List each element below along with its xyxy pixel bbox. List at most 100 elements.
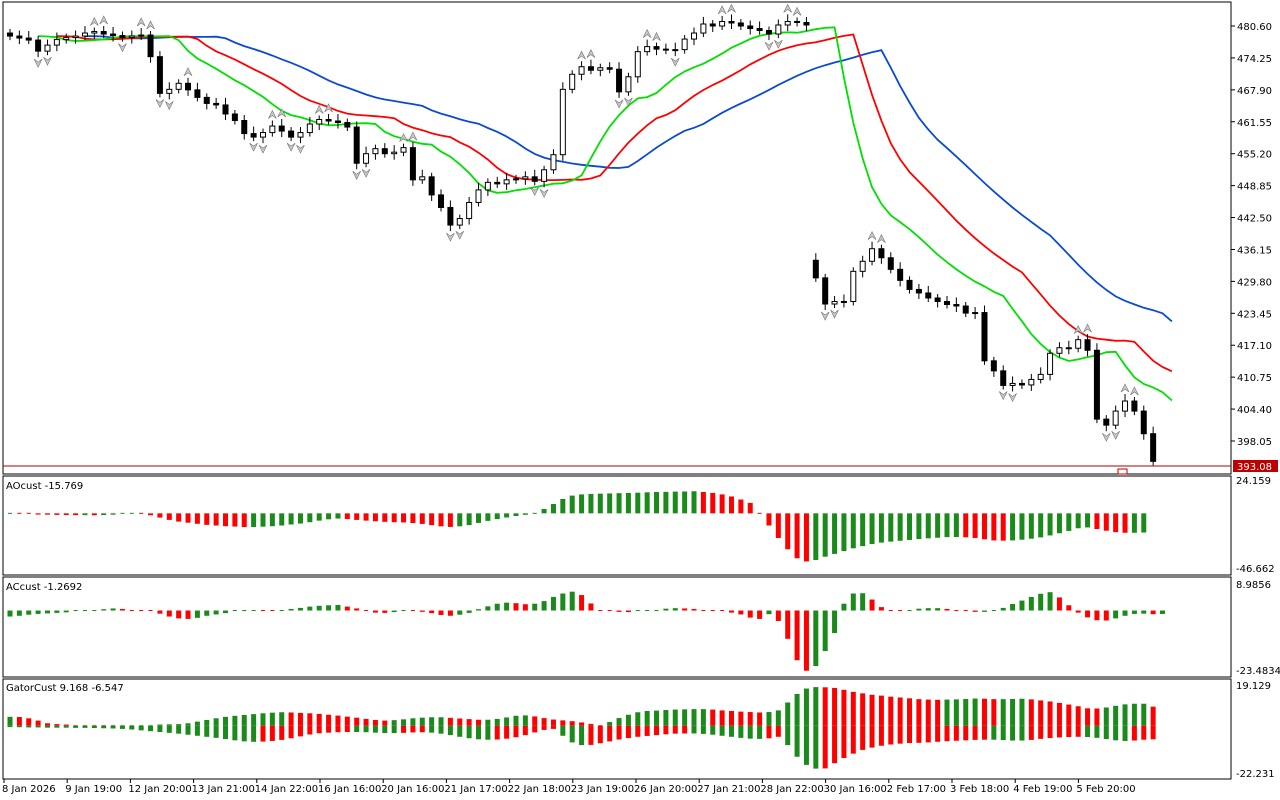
bull-candle-body bbox=[72, 35, 79, 39]
histogram-bar bbox=[1047, 701, 1053, 726]
candle bbox=[644, 39, 651, 56]
bull-candle-body bbox=[128, 35, 135, 39]
histogram-bar bbox=[747, 725, 753, 739]
histogram-bar bbox=[532, 603, 538, 611]
fractal-up-marker bbox=[136, 17, 146, 27]
fractal-up-marker bbox=[1130, 386, 1139, 396]
histogram-bar bbox=[794, 513, 800, 559]
candle bbox=[466, 196, 473, 225]
price-pane[interactable] bbox=[3, 3, 1231, 475]
ac-pane[interactable] bbox=[7, 591, 1166, 671]
fractal-down-marker bbox=[361, 169, 371, 178]
histogram-bar bbox=[335, 513, 341, 519]
histogram-bar bbox=[935, 725, 941, 742]
fractal-up-marker bbox=[792, 6, 802, 16]
bear-candle-body bbox=[156, 56, 163, 94]
histogram-bar bbox=[691, 709, 697, 726]
fractal-down-marker bbox=[830, 309, 839, 319]
histogram-bar bbox=[476, 719, 481, 726]
ao-pane[interactable] bbox=[8, 491, 1147, 562]
current-price-tag bbox=[1233, 460, 1278, 472]
histogram-bar bbox=[194, 725, 200, 736]
histogram-bar bbox=[73, 513, 79, 516]
histogram-bar bbox=[719, 494, 725, 514]
bear-candle-body bbox=[213, 102, 220, 106]
histogram-bar bbox=[672, 491, 678, 514]
histogram-bar bbox=[1085, 708, 1091, 726]
candle bbox=[812, 253, 819, 282]
candle bbox=[840, 294, 847, 308]
candle bbox=[765, 26, 772, 41]
histogram-bar bbox=[241, 725, 247, 742]
histogram-bar bbox=[944, 608, 950, 611]
price-tick-label: 404.40 bbox=[1237, 405, 1272, 416]
histogram-bar bbox=[682, 608, 688, 611]
histogram-bar bbox=[494, 718, 500, 726]
histogram-bar bbox=[241, 513, 247, 528]
histogram-bar bbox=[110, 725, 116, 729]
histogram-bar bbox=[91, 725, 97, 729]
bear-candle-body bbox=[1150, 433, 1157, 462]
candle bbox=[559, 82, 566, 161]
histogram-bar bbox=[832, 687, 838, 726]
histogram-bar bbox=[794, 693, 800, 726]
histogram-bar bbox=[429, 717, 435, 726]
histogram-bar bbox=[166, 610, 172, 617]
histogram-bar bbox=[1094, 725, 1100, 738]
time-tick-label: 8 Jan 2026 bbox=[2, 784, 56, 795]
candle bbox=[1075, 335, 1082, 353]
bull-candle-body bbox=[1122, 400, 1129, 412]
alligator-jaw-line bbox=[84, 35, 1173, 323]
histogram-bar bbox=[307, 713, 313, 726]
histogram-bar bbox=[307, 725, 313, 735]
histogram-bar bbox=[672, 725, 678, 734]
histogram-bar bbox=[953, 513, 959, 538]
candle bbox=[63, 33, 70, 44]
histogram-bar bbox=[101, 609, 107, 611]
histogram-bar bbox=[1019, 513, 1025, 540]
fractal-down-marker bbox=[118, 43, 127, 53]
histogram-bar bbox=[550, 596, 556, 611]
gator-pane[interactable] bbox=[7, 687, 1156, 769]
histogram-bar bbox=[728, 496, 734, 514]
candle bbox=[934, 293, 941, 308]
bear-candle-body bbox=[878, 248, 885, 259]
histogram-bar bbox=[822, 513, 828, 557]
histogram-bar bbox=[438, 725, 444, 734]
histogram-bar bbox=[785, 513, 791, 550]
candle bbox=[662, 43, 669, 55]
histogram-bar bbox=[1038, 725, 1044, 739]
bull-candle-body bbox=[681, 38, 688, 51]
candle bbox=[653, 42, 660, 56]
candle bbox=[897, 262, 904, 287]
histogram-bar bbox=[260, 513, 266, 527]
price-tick-label: 423.45 bbox=[1237, 309, 1272, 320]
histogram-bar bbox=[1010, 698, 1016, 726]
fractal-down-marker bbox=[455, 230, 465, 240]
histogram-bar bbox=[7, 610, 13, 617]
time-tick-label: 12 Jan 20:00 bbox=[128, 784, 191, 795]
histogram-bar bbox=[616, 718, 622, 726]
bull-candle-body bbox=[466, 201, 473, 220]
histogram-bar bbox=[316, 513, 322, 521]
histogram-bar bbox=[513, 725, 519, 738]
histogram-bar bbox=[1056, 702, 1062, 726]
histogram-bar bbox=[991, 725, 997, 740]
time-tick-label: 28 Jan 22:00 bbox=[760, 784, 823, 795]
histogram-bar bbox=[354, 717, 360, 726]
histogram-bar bbox=[878, 513, 884, 543]
histogram-bar bbox=[166, 725, 172, 733]
candle bbox=[672, 42, 679, 57]
histogram-bar bbox=[541, 725, 547, 730]
histogram-bar bbox=[1113, 513, 1119, 533]
bear-candle-body bbox=[616, 68, 623, 93]
histogram-bar bbox=[860, 513, 866, 547]
histogram-bar bbox=[560, 725, 566, 736]
histogram-bar bbox=[607, 493, 613, 514]
histogram-bar bbox=[176, 513, 182, 522]
histogram-bar bbox=[916, 725, 922, 743]
histogram-bar bbox=[401, 719, 407, 726]
candle bbox=[316, 115, 323, 131]
